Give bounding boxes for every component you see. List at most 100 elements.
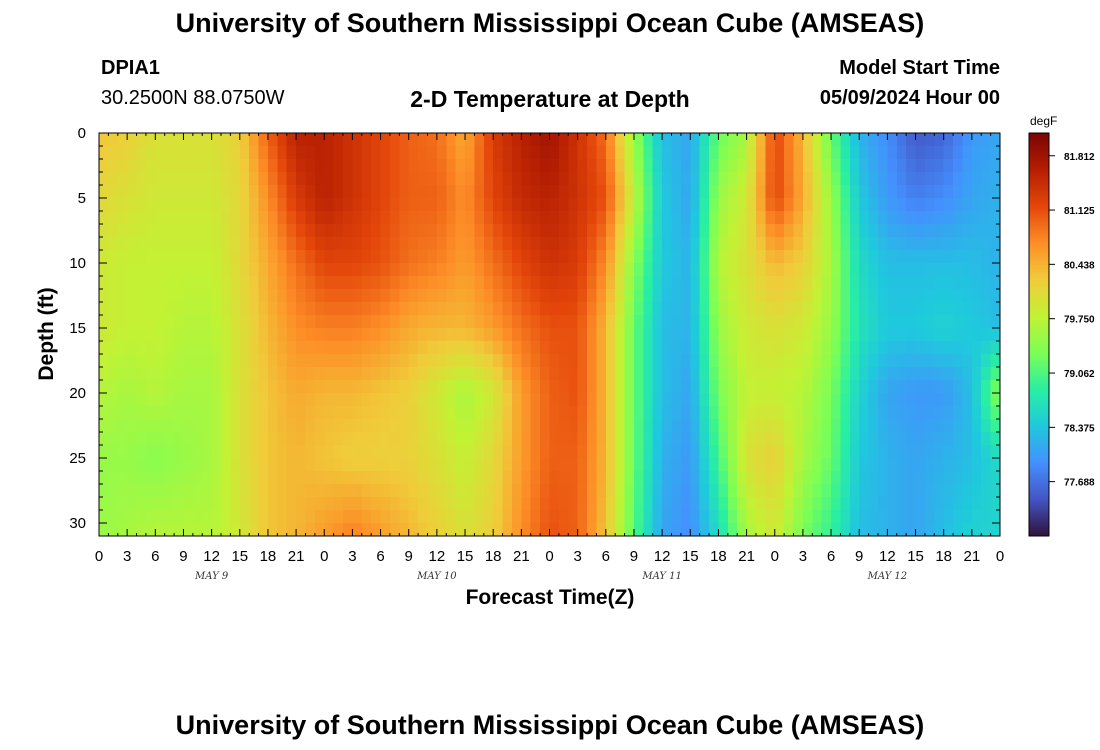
heatmap-cell	[202, 198, 213, 212]
heatmap-cell	[305, 198, 316, 212]
heatmap-cell	[549, 302, 560, 316]
heatmap-cell	[605, 367, 616, 381]
heatmap-cell	[305, 159, 316, 173]
heatmap-cell	[408, 328, 419, 342]
x-day-label: MAY 12	[867, 571, 908, 582]
heatmap-cell	[446, 406, 457, 420]
heatmap-cell	[765, 172, 776, 186]
heatmap-cell	[230, 354, 241, 368]
heatmap-cell	[981, 406, 992, 420]
heatmap-cell	[831, 289, 842, 303]
heatmap-cell	[352, 224, 363, 238]
heatmap-cell	[962, 354, 973, 368]
heatmap-cell	[605, 419, 616, 433]
heatmap-cell	[718, 315, 729, 329]
heatmap-cell	[183, 458, 194, 472]
heatmap-cell	[249, 354, 260, 368]
heatmap-cell	[427, 172, 438, 186]
heatmap-cell	[380, 432, 391, 446]
heatmap-cell	[296, 159, 307, 173]
heatmap-cell	[174, 289, 185, 303]
heatmap-cell	[802, 289, 813, 303]
heatmap-cell	[633, 471, 644, 485]
heatmap-cell	[934, 471, 945, 485]
x-tick-label: 9	[855, 548, 863, 565]
heatmap-cell	[943, 133, 954, 147]
heatmap-cell	[174, 341, 185, 355]
heatmap-cell	[746, 133, 757, 147]
heatmap-cell	[831, 328, 842, 342]
heatmap-cell	[652, 419, 663, 433]
heatmap-cell	[859, 419, 870, 433]
heatmap-cell	[446, 458, 457, 472]
heatmap-cell	[305, 354, 316, 368]
heatmap-cell	[164, 328, 175, 342]
heatmap-cell	[99, 172, 109, 186]
heatmap-cell	[840, 445, 851, 459]
heatmap-cell	[305, 510, 316, 524]
heatmap-cell	[605, 328, 616, 342]
x-tick-label: 0	[545, 548, 553, 565]
heatmap-cell	[399, 406, 410, 420]
heatmap-cell	[943, 172, 954, 186]
heatmap-cell	[333, 146, 344, 160]
heatmap-cell	[877, 146, 888, 160]
heatmap-cell	[465, 458, 476, 472]
heatmap-cell	[465, 471, 476, 485]
heatmap-cell	[727, 523, 738, 537]
heatmap-cell	[427, 237, 438, 251]
heatmap-cell	[258, 419, 269, 433]
heatmap-cell	[221, 458, 231, 472]
heatmap-cell	[821, 406, 832, 420]
heatmap-cell	[934, 484, 945, 498]
heatmap-cell	[183, 172, 194, 186]
heatmap-cell	[934, 380, 945, 394]
heatmap-cell	[446, 341, 457, 355]
heatmap-cell	[324, 276, 335, 290]
heatmap-cell	[465, 523, 476, 537]
heatmap-cell	[202, 406, 213, 420]
heatmap-cell	[418, 510, 429, 524]
heatmap-cell	[896, 302, 907, 316]
heatmap-cell	[652, 497, 663, 511]
heatmap-cell	[202, 523, 213, 537]
heatmap-cell	[230, 341, 241, 355]
heatmap-cell	[221, 133, 231, 147]
heatmap-cell	[643, 146, 654, 160]
heatmap-cell	[549, 133, 560, 147]
heatmap-cell	[183, 510, 194, 524]
heatmap-cell	[943, 302, 954, 316]
heatmap-cell	[971, 523, 982, 537]
heatmap-cell	[587, 354, 598, 368]
heatmap-cell	[371, 380, 382, 394]
heatmap-cell	[680, 211, 691, 225]
heatmap-cell	[540, 458, 551, 472]
heatmap-cell	[709, 211, 720, 225]
heatmap-cell	[887, 523, 898, 537]
heatmap-cell	[981, 380, 992, 394]
heatmap-cell	[361, 523, 372, 537]
heatmap-cell	[239, 471, 250, 485]
heatmap-cell	[718, 146, 729, 160]
heatmap-cell	[699, 224, 710, 238]
heatmap-cell	[924, 146, 935, 160]
heatmap-cell	[652, 406, 663, 420]
heatmap-cell	[211, 315, 222, 329]
heatmap-cell	[483, 224, 494, 238]
heatmap-cell	[802, 315, 813, 329]
heatmap-cell	[399, 393, 410, 407]
heatmap-cell	[680, 315, 691, 329]
heatmap-cell	[671, 237, 682, 251]
heatmap-cell	[380, 276, 391, 290]
heatmap-cell	[615, 159, 626, 173]
heatmap-cell	[924, 315, 935, 329]
x-tick-label: 6	[376, 548, 384, 565]
heatmap-cell	[896, 263, 907, 277]
heatmap-cell	[399, 289, 410, 303]
heatmap-cell	[314, 432, 325, 446]
heatmap-cell	[371, 289, 382, 303]
heatmap-cell	[286, 458, 297, 472]
heatmap-cell	[296, 354, 307, 368]
heatmap-cell	[821, 289, 832, 303]
heatmap-cell	[605, 510, 616, 524]
